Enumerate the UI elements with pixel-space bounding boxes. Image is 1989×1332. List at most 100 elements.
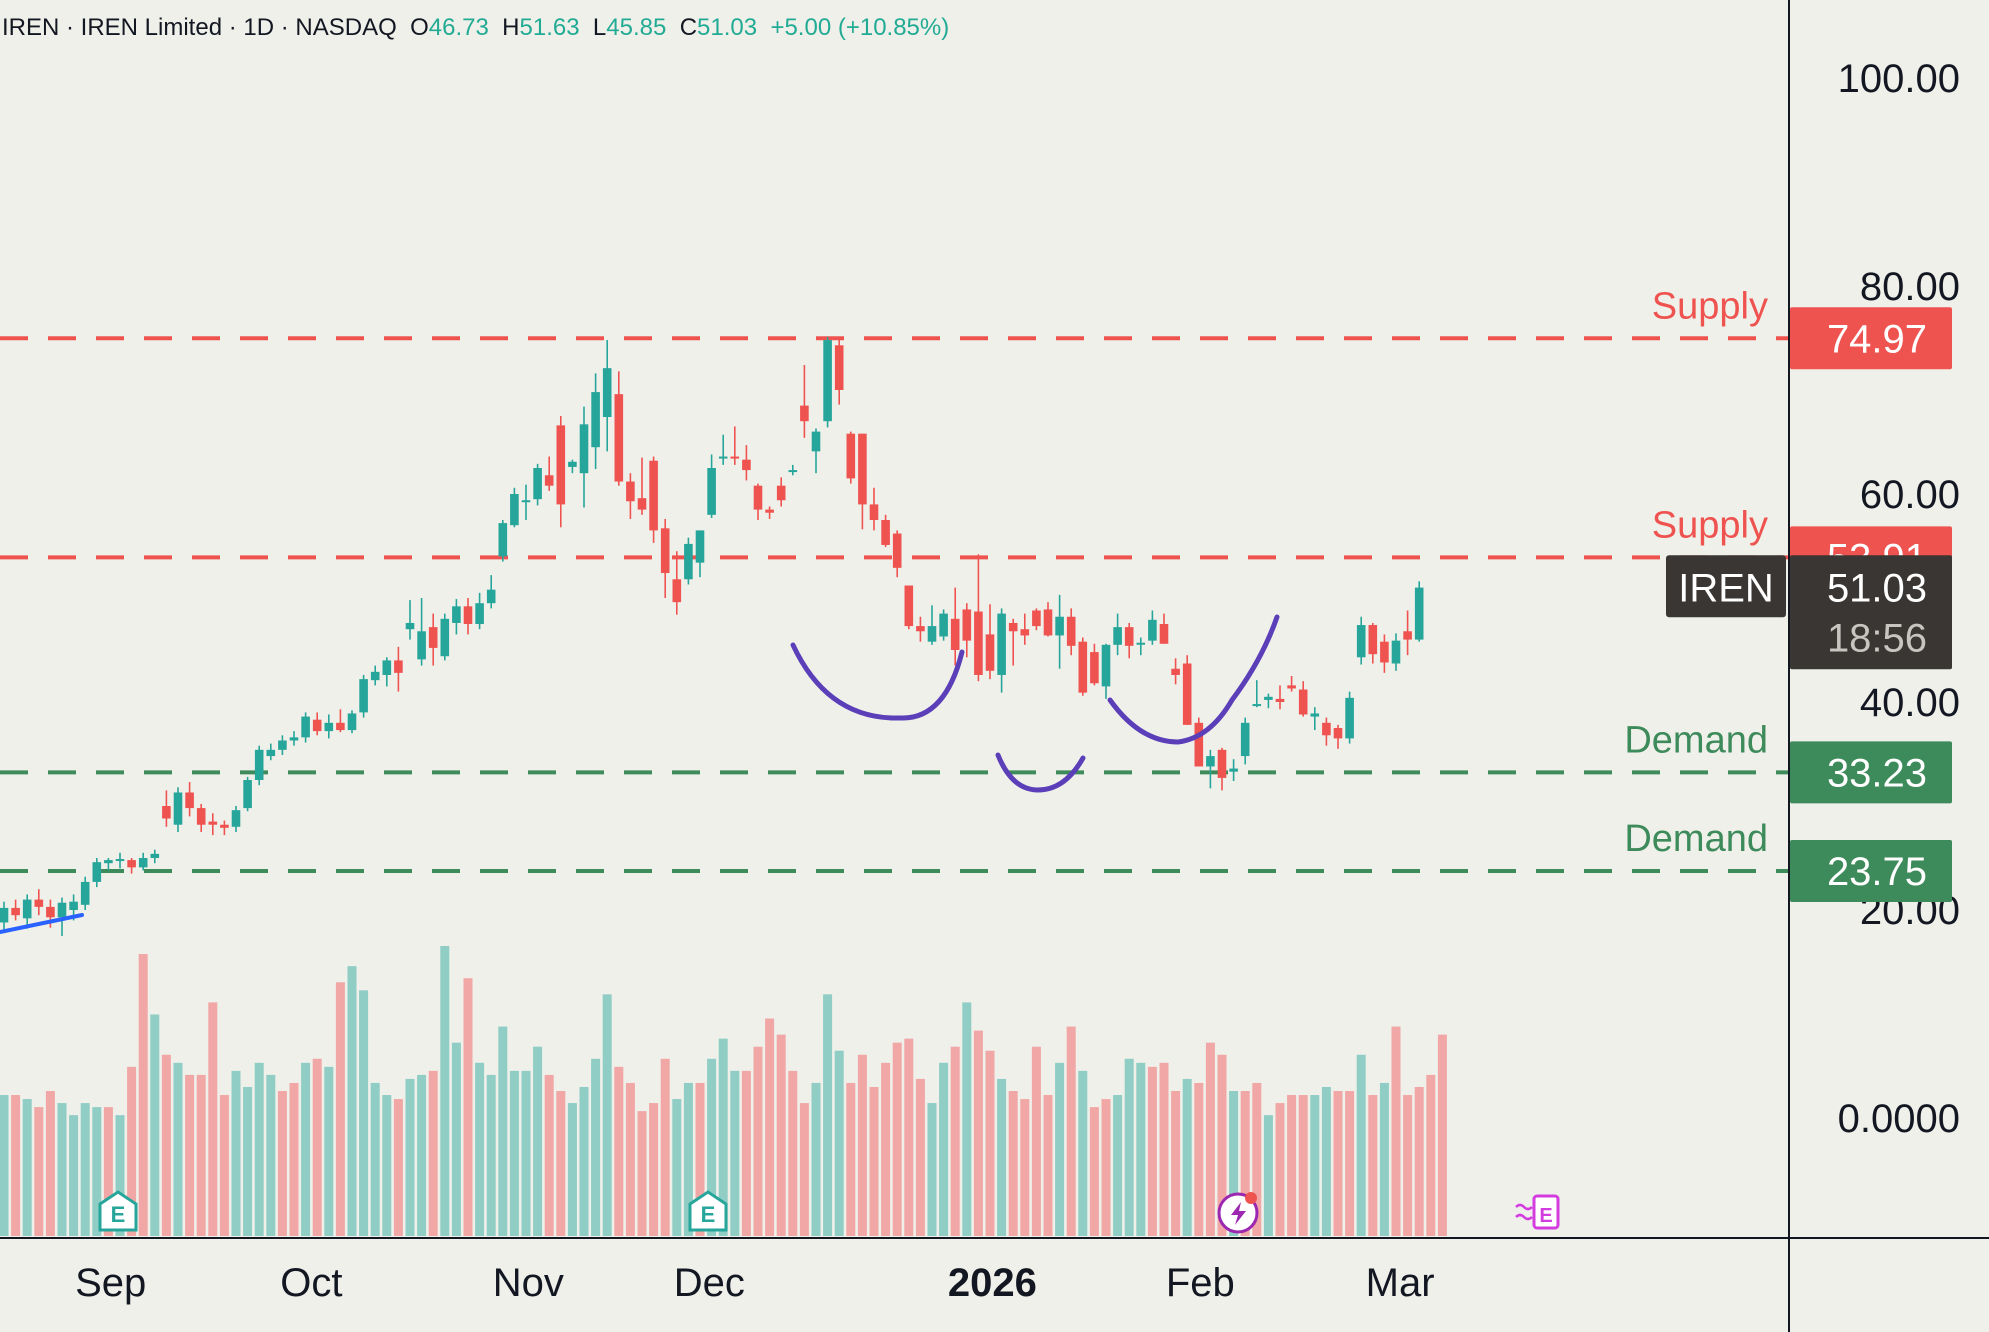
volume-bar xyxy=(1205,1042,1215,1236)
demand-price-tag: 23.75 xyxy=(1790,840,1952,902)
time-tick-label: Sep xyxy=(75,1261,146,1305)
volume-bar xyxy=(927,1103,937,1236)
earnings-marker[interactable]: E xyxy=(688,1190,728,1232)
volume-bar xyxy=(34,1107,44,1236)
candle xyxy=(997,608,1006,693)
legend-sep: · xyxy=(59,14,81,41)
earnings-marker[interactable]: E xyxy=(98,1190,138,1232)
candle xyxy=(660,518,670,598)
candle xyxy=(254,745,264,786)
symbol-price-tag: IREN xyxy=(1666,555,1786,618)
volume-bar xyxy=(637,1111,647,1236)
volume-bar xyxy=(834,1050,844,1236)
candle xyxy=(11,899,20,921)
volume-bar xyxy=(1020,1099,1030,1236)
rounding-bottom-drawing xyxy=(1107,614,1280,745)
volume-bar xyxy=(602,994,612,1236)
volume-bar xyxy=(695,1082,705,1236)
candle xyxy=(707,454,716,518)
volume-bar xyxy=(625,1082,635,1236)
candle xyxy=(672,551,682,615)
volume-bar xyxy=(393,1099,403,1236)
legend-interval[interactable]: 1D xyxy=(243,14,275,41)
volume-bar xyxy=(614,1066,624,1236)
candle xyxy=(1240,717,1250,765)
user-drawings[interactable] xyxy=(0,614,1280,934)
legend-symbol[interactable]: IREN xyxy=(2,14,60,41)
volume-bar xyxy=(660,1058,670,1236)
time-axis[interactable]: Sep Oct Nov Dec 2026 Feb Mar xyxy=(75,1261,1434,1305)
candle xyxy=(858,433,867,530)
candle xyxy=(475,592,484,630)
volume-bar xyxy=(904,1038,914,1236)
last-price-value: 51.03 xyxy=(1827,566,1927,610)
candle xyxy=(950,587,960,666)
candle xyxy=(486,575,496,609)
volume-bar xyxy=(173,1062,183,1236)
candle xyxy=(1078,637,1088,696)
upcoming-earnings-icon[interactable]: E xyxy=(1515,1194,1560,1230)
candle xyxy=(1136,637,1146,656)
candle xyxy=(614,371,624,486)
candle xyxy=(1020,613,1030,645)
volume-bar xyxy=(591,1058,601,1236)
candle xyxy=(289,731,299,746)
volume-bar xyxy=(1345,1091,1355,1236)
legend-close-value: 51.03 xyxy=(697,14,758,41)
volume-bar xyxy=(1066,1026,1076,1236)
volume-bar xyxy=(1414,1086,1424,1236)
candle xyxy=(742,445,751,481)
volume-bar xyxy=(1379,1082,1389,1236)
svg-text:E: E xyxy=(111,1202,126,1227)
volume-bar xyxy=(1136,1062,1146,1236)
candle xyxy=(150,849,160,864)
candle xyxy=(962,603,972,658)
volume-bar xyxy=(707,1058,717,1236)
volume-bar xyxy=(881,1062,891,1236)
candle xyxy=(196,803,206,832)
volume-bar xyxy=(753,1046,763,1236)
volume-bar xyxy=(1159,1062,1169,1236)
candle xyxy=(730,426,740,465)
volume-bar xyxy=(231,1070,241,1236)
candle xyxy=(1171,658,1180,685)
candle xyxy=(428,613,438,666)
candle xyxy=(834,338,844,405)
candle xyxy=(533,463,542,506)
volume-bar xyxy=(127,1066,137,1236)
demand-level-label: Demand xyxy=(1624,818,1768,860)
candle xyxy=(405,600,415,640)
candle xyxy=(370,665,380,686)
candle xyxy=(904,585,914,630)
volume-bar xyxy=(509,1070,519,1236)
volume-histogram xyxy=(0,946,1447,1236)
candle xyxy=(985,604,995,680)
volume-bar xyxy=(1089,1107,1099,1236)
time-tick-label: 2026 xyxy=(948,1261,1037,1305)
candle xyxy=(1275,685,1285,710)
volume-bar xyxy=(185,1074,195,1236)
volume-bar xyxy=(347,966,357,1236)
candle xyxy=(34,889,44,916)
volume-bar xyxy=(440,946,450,1236)
candle xyxy=(1124,622,1134,659)
bar-countdown: 18:56 xyxy=(1827,616,1927,660)
volume-bar xyxy=(1240,1091,1250,1236)
legend-sep: · xyxy=(274,14,296,41)
volume-bar xyxy=(973,1030,983,1236)
volume-bar xyxy=(1310,1095,1320,1236)
candle xyxy=(115,852,125,869)
lightning-event-icon[interactable] xyxy=(1217,1192,1259,1234)
candle xyxy=(892,530,902,578)
volume-bar xyxy=(1263,1115,1273,1236)
volume-bar xyxy=(417,1074,427,1236)
candle xyxy=(823,336,832,428)
candle xyxy=(579,406,589,508)
svg-text:23.75: 23.75 xyxy=(1827,850,1927,894)
volume-bar xyxy=(498,1026,508,1236)
volume-bar xyxy=(1101,1099,1111,1236)
volume-bar xyxy=(254,1062,264,1236)
event-markers[interactable]: E E E xyxy=(98,1190,1560,1234)
volume-bar xyxy=(649,1103,659,1236)
